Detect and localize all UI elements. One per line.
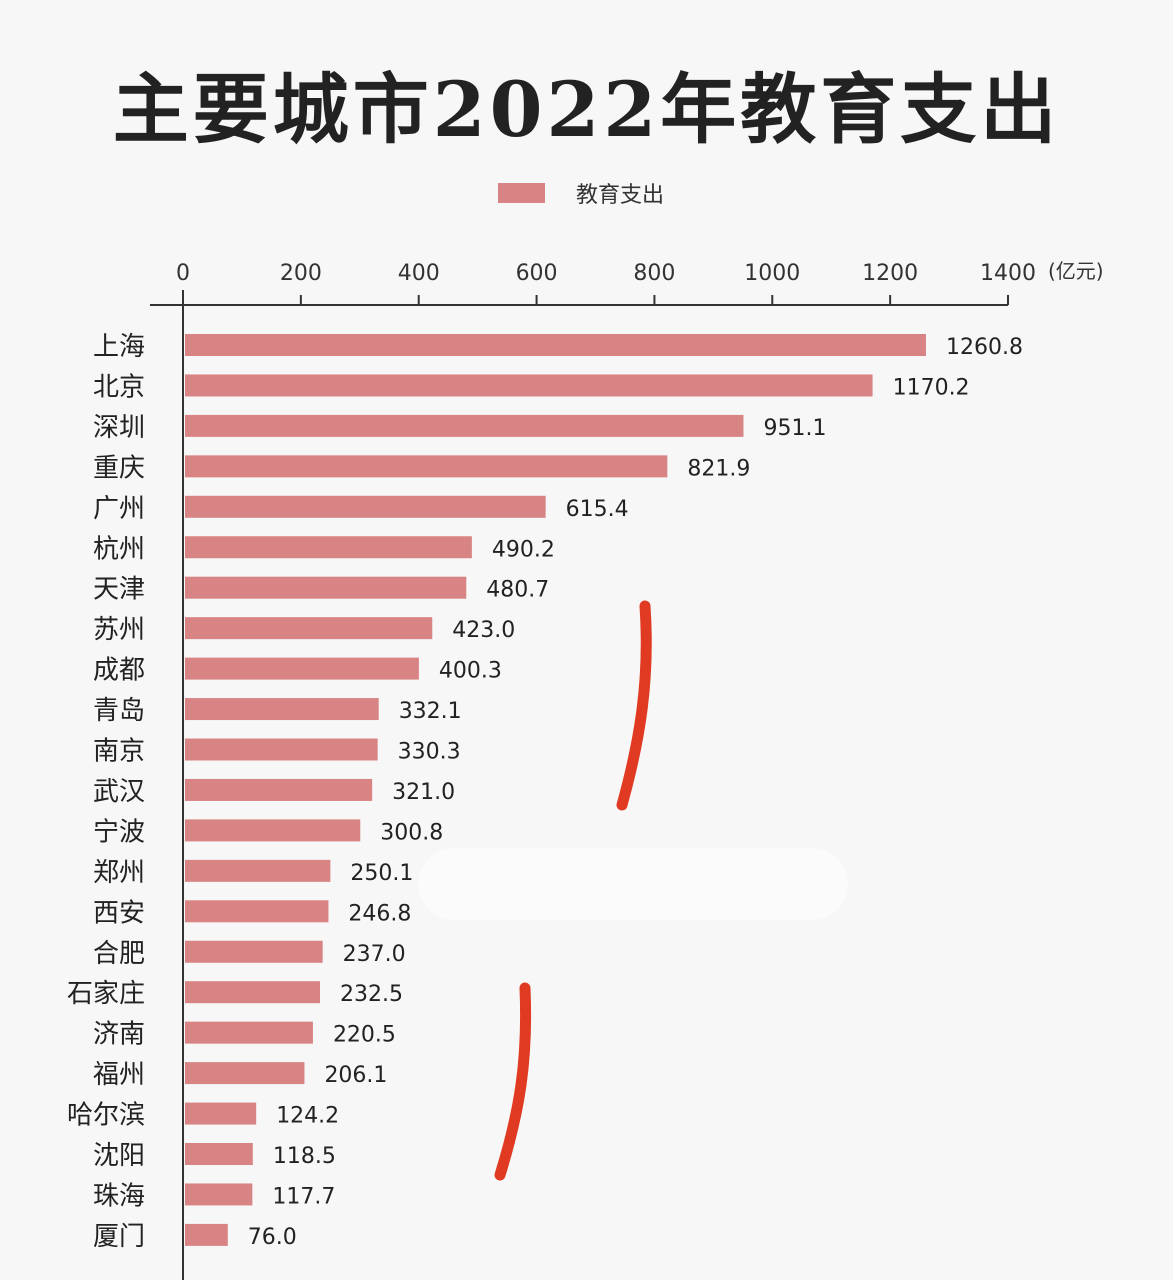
bar: [185, 859, 331, 882]
data-label: 237.0: [343, 942, 406, 967]
category-label: 沈阳: [93, 1141, 145, 1171]
bar: [185, 576, 467, 599]
category-label: 成都: [93, 656, 145, 686]
category-label: 济南: [93, 1020, 145, 1050]
category-label: 重庆: [93, 453, 145, 483]
data-label: 124.2: [276, 1104, 339, 1129]
legend-label: 教育支出: [576, 183, 664, 208]
data-label: 400.3: [439, 659, 502, 684]
category-label: 广州: [93, 494, 145, 524]
category-label: 苏州: [93, 615, 145, 645]
bar: [185, 495, 546, 518]
category-label: 西安: [93, 898, 145, 928]
data-label: 1260.8: [946, 335, 1023, 360]
annotation-stroke: [616, 600, 652, 811]
bar: [185, 1223, 228, 1246]
bar: [185, 819, 361, 842]
data-label: 206.1: [324, 1063, 387, 1088]
data-label: 321.0: [392, 780, 455, 805]
category-label: 合肥: [93, 939, 145, 969]
bar: [185, 738, 378, 761]
category-label: 珠海: [93, 1181, 145, 1211]
x-tick-label: 1400: [980, 261, 1036, 286]
bar: [185, 455, 668, 478]
unit-label: (亿元): [1048, 259, 1104, 283]
data-label: 951.1: [763, 416, 826, 441]
bar: [185, 698, 379, 721]
data-label: 490.2: [492, 537, 555, 562]
data-label: 480.7: [486, 578, 549, 603]
category-label: 青岛: [93, 696, 145, 726]
data-label: 615.4: [566, 497, 629, 522]
data-label: 220.5: [333, 1023, 396, 1048]
bar: [185, 617, 433, 640]
bar: [185, 1062, 305, 1085]
category-label: 厦门: [93, 1222, 145, 1252]
data-label: 1170.2: [893, 375, 970, 400]
bar: [185, 657, 419, 680]
category-label: 天津: [93, 575, 145, 605]
bar: [185, 900, 329, 923]
blur-patch: [418, 848, 848, 920]
x-tick-label: 600: [516, 261, 558, 286]
category-label: 深圳: [93, 413, 145, 443]
x-tick-label: 400: [398, 261, 440, 286]
category-label: 上海: [93, 332, 145, 362]
data-label: 118.5: [273, 1144, 336, 1169]
data-label: 232.5: [340, 982, 403, 1007]
data-label: 250.1: [350, 861, 413, 886]
annotation-stroke: [494, 982, 532, 1181]
bar: [185, 981, 321, 1004]
bar: [185, 940, 323, 963]
data-label: 821.9: [687, 456, 750, 481]
category-label: 石家庄: [67, 979, 145, 1009]
chart-title: 主要城市2022年教育支出: [112, 65, 1061, 154]
x-tick-label: 0: [176, 261, 190, 286]
x-tick-label: 800: [633, 261, 675, 286]
x-tick-label: 1200: [862, 261, 918, 286]
bar: [185, 778, 373, 801]
category-label: 南京: [93, 737, 145, 767]
bar: [185, 1102, 257, 1125]
x-tick-label: 200: [280, 261, 322, 286]
data-label: 300.8: [380, 820, 443, 845]
bar: [185, 1183, 253, 1206]
bar: [185, 334, 926, 356]
category-label: 杭州: [93, 534, 145, 564]
bar: [185, 1021, 313, 1044]
x-tick-label: 1000: [744, 261, 800, 286]
data-label: 76.0: [248, 1225, 297, 1250]
data-label: 246.8: [348, 901, 411, 926]
category-label: 宁波: [93, 817, 145, 847]
data-label: 330.3: [398, 740, 461, 765]
bar: [185, 414, 744, 437]
data-label: 423.0: [452, 618, 515, 643]
bar: [185, 1143, 253, 1165]
bar: [185, 536, 472, 559]
category-label: 武汉: [93, 777, 145, 807]
category-label: 北京: [93, 372, 145, 402]
category-label: 哈尔滨: [67, 1101, 145, 1131]
category-label: 福州: [93, 1060, 145, 1090]
bar: [185, 374, 873, 397]
data-label: 332.1: [399, 699, 462, 724]
legend-swatch: [498, 183, 545, 203]
data-label: 117.7: [272, 1184, 335, 1209]
category-label: 郑州: [93, 858, 145, 888]
